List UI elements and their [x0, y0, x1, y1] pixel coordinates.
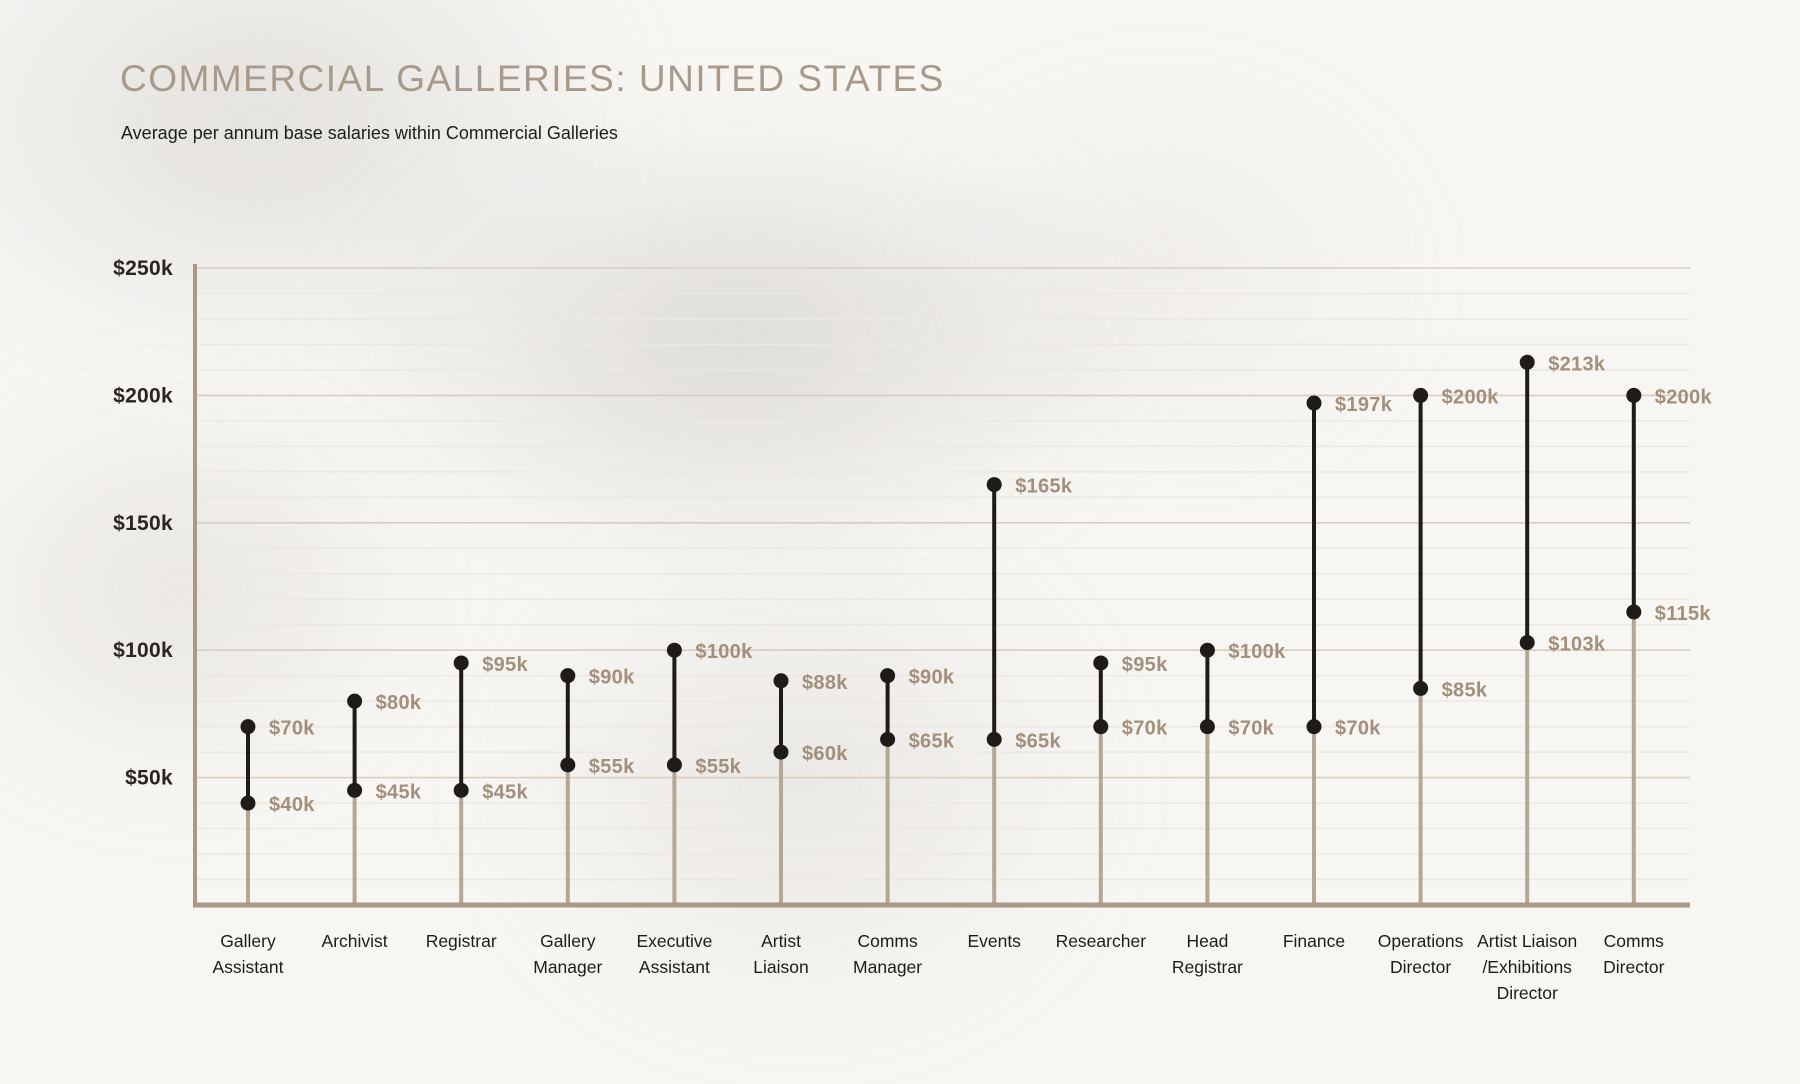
max-dot	[1199, 642, 1215, 658]
y-tick-label: $200k	[113, 384, 173, 407]
max-value-label: $90k	[589, 667, 635, 689]
max-value-label: $213k	[1548, 353, 1606, 375]
category-label: Finance	[1283, 931, 1345, 951]
max-dot	[1093, 655, 1109, 671]
category-label: Gallery Manager	[533, 931, 602, 977]
min-dot	[880, 731, 896, 747]
max-value-label: $95k	[1122, 654, 1168, 676]
min-dot	[347, 782, 363, 798]
page-title: COMMERCIAL GALLERIES: UNITED STATES	[120, 58, 945, 99]
category-label: Researcher	[1056, 931, 1147, 951]
max-value-label: $70k	[269, 718, 315, 740]
max-value-label: $200k	[1442, 386, 1500, 408]
category-label: Operations Director	[1378, 931, 1464, 977]
min-value-label: $40k	[269, 794, 315, 816]
max-dot	[347, 693, 363, 709]
max-dot	[773, 673, 789, 689]
max-dot	[1626, 387, 1642, 403]
min-value-label: $70k	[1335, 718, 1381, 740]
category-label: Head Registrar	[1172, 931, 1243, 977]
min-dot	[560, 757, 576, 773]
category-label: Executive Assistant	[636, 931, 712, 977]
category-label: Events	[967, 931, 1021, 951]
max-value-label: $100k	[1228, 641, 1286, 663]
category-label: Archivist	[322, 931, 388, 951]
min-value-label: $60k	[802, 743, 848, 765]
y-tick-label: $150k	[113, 512, 173, 535]
max-dot	[666, 642, 682, 658]
max-dot	[1519, 354, 1535, 370]
category-label: Comms Director	[1603, 931, 1664, 977]
y-tick-label: $100k	[113, 639, 173, 662]
y-tick-label: $250k	[113, 257, 173, 280]
max-value-label: $80k	[376, 692, 422, 714]
max-value-label: $88k	[802, 672, 848, 694]
min-dot	[1626, 604, 1642, 620]
min-value-label: $65k	[909, 730, 955, 752]
max-dot	[453, 655, 469, 671]
min-value-label: $55k	[695, 756, 741, 778]
min-value-label: $45k	[376, 781, 422, 803]
min-value-label: $115k	[1655, 603, 1712, 625]
y-tick-label: $50k	[125, 767, 173, 790]
category-label: Gallery Assistant	[213, 931, 284, 977]
max-dot	[1306, 395, 1322, 411]
min-value-label: $85k	[1442, 679, 1488, 701]
max-dot	[986, 477, 1002, 493]
min-value-label: $70k	[1122, 718, 1168, 740]
min-value-label: $65k	[1015, 730, 1061, 752]
min-value-label: $55k	[589, 756, 635, 778]
min-value-label: $45k	[482, 781, 528, 803]
min-dot	[1413, 680, 1429, 696]
min-dot	[986, 731, 1002, 747]
min-dot	[1306, 719, 1322, 735]
max-dot	[880, 668, 896, 684]
min-dot	[1093, 719, 1109, 735]
max-value-label: $95k	[482, 654, 528, 676]
min-dot	[453, 782, 469, 798]
min-value-label: $70k	[1228, 718, 1274, 740]
max-dot	[560, 668, 576, 684]
max-value-label: $90k	[909, 667, 955, 689]
max-value-label: $100k	[695, 641, 753, 663]
min-dot	[773, 744, 789, 760]
page-subtitle: Average per annum base salaries within C…	[121, 123, 618, 143]
category-label: Artist Liaison	[753, 931, 808, 977]
max-dot	[1413, 387, 1429, 403]
min-dot	[1519, 635, 1535, 651]
min-dot	[666, 757, 682, 773]
max-value-label: $165k	[1015, 476, 1073, 498]
max-value-label: $200k	[1655, 386, 1713, 408]
category-label: Registrar	[426, 931, 497, 951]
max-dot	[240, 719, 256, 735]
category-label: Comms Manager	[853, 931, 922, 977]
max-value-label: $197k	[1335, 394, 1393, 416]
min-value-label: $103k	[1548, 634, 1606, 656]
min-dot	[240, 795, 256, 811]
category-label: Artist Liaison/Exhibitions Director	[1477, 931, 1577, 1003]
min-dot	[1199, 719, 1215, 735]
